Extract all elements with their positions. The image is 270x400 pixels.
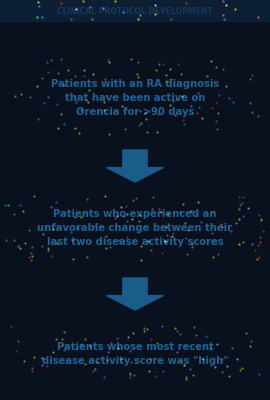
Text: Patients whose most recent
disease activity score was "high": Patients whose most recent disease activ… bbox=[42, 342, 228, 366]
Text: CLINICAL PROTOCOL DEVELOPMENT: CLINICAL PROTOCOL DEVELOPMENT bbox=[57, 7, 213, 16]
Text: Patients with an RA diagnosis
that have been active on
Orencia for >90 days: Patients with an RA diagnosis that have … bbox=[51, 79, 219, 117]
Polygon shape bbox=[107, 150, 163, 182]
FancyBboxPatch shape bbox=[0, 0, 270, 22]
Polygon shape bbox=[107, 278, 163, 310]
Text: Patients who experienced an
unfavorable change between their
last two disease ac: Patients who experienced an unfavorable … bbox=[38, 209, 232, 247]
